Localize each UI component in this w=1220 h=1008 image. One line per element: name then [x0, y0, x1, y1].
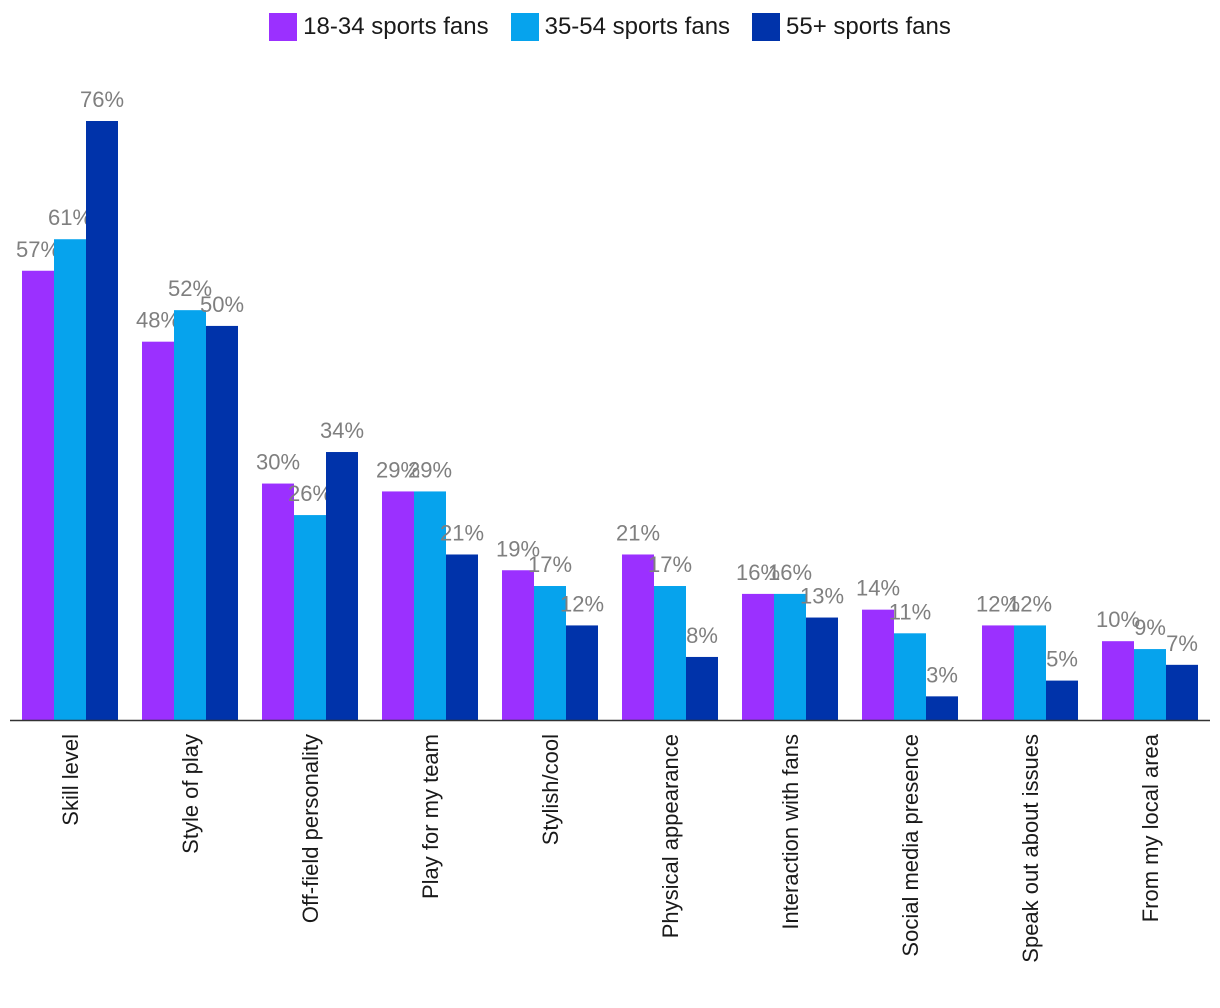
- legend-swatch-18-34: [269, 13, 298, 41]
- bar-speak-out-about-issues-series-1: [982, 625, 1014, 720]
- tick-label-stylish-cool: Stylish/cool: [538, 734, 563, 845]
- value-label-social-media-presence-series-2: 11%: [889, 599, 931, 624]
- tick-label-interaction-with-fans: Interaction with fans: [778, 734, 803, 930]
- bar-skill-level-series-3: [86, 121, 118, 720]
- value-label-skill-level-series-1: 57%: [16, 237, 60, 262]
- legend-label-35-54: 35-54 sports fans: [544, 13, 731, 40]
- value-label-off-field-personality-series-3: 34%: [320, 418, 364, 443]
- bar-from-my-local-area-series-1: [1102, 641, 1134, 720]
- value-label-stylish-cool-series-1: 19%: [496, 536, 540, 561]
- value-label-style-of-play-series-2: 52%: [168, 276, 212, 301]
- bar-off-field-personality-series-2: [294, 515, 326, 720]
- value-label-style-of-play-series-1: 48%: [136, 308, 180, 333]
- value-label-interaction-with-fans-series-3: 13%: [800, 584, 844, 609]
- tick-label-off-field-personality: Off-field personality: [298, 734, 323, 923]
- legend-label-55-plus: 55+ sports fans: [786, 13, 951, 40]
- value-label-physical-appearance-series-1: 21%: [616, 520, 660, 545]
- value-label-play-for-my-team-series-2: 29%: [408, 457, 452, 482]
- value-label-speak-out-about-issues-series-3: 5%: [1046, 647, 1078, 672]
- value-label-play-for-my-team-series-3: 21%: [440, 520, 484, 545]
- tick-label-physical-appearance: Physical appearance: [658, 734, 683, 938]
- bar-interaction-with-fans-series-1: [742, 593, 774, 720]
- bar-social-media-presence-series-2: [894, 633, 926, 720]
- value-label-from-my-local-area-series-2: 9%: [1134, 615, 1166, 640]
- bar-interaction-with-fans-series-3: [806, 617, 838, 720]
- legend-item-35-54: 35-54 sports fans: [510, 13, 731, 41]
- bar-social-media-presence-series-1: [862, 609, 894, 720]
- value-label-speak-out-about-issues-series-2: 12%: [1008, 591, 1052, 616]
- value-label-stylish-cool-series-3: 12%: [560, 591, 604, 616]
- value-label-interaction-with-fans-series-2: 16%: [768, 560, 812, 585]
- legend-item-55-plus: 55+ sports fans: [752, 13, 951, 41]
- value-label-stylish-cool-series-2: 17%: [528, 552, 572, 577]
- legend-swatch-55-plus: [752, 13, 781, 41]
- tick-label-speak-out-about-issues: Speak out about issues: [1018, 734, 1043, 963]
- bar-style-of-play-series-2: [174, 310, 206, 720]
- bar-interaction-with-fans-series-2: [774, 593, 806, 720]
- tick-label-social-media-presence: Social media presence: [898, 734, 923, 957]
- chart-legend: 18-34 sports fans 35-54 sports fans 55+ …: [0, 10, 1220, 44]
- bar-from-my-local-area-series-2: [1134, 649, 1166, 720]
- bar-stylish-cool-series-3: [566, 625, 598, 720]
- value-label-from-my-local-area-series-3: 7%: [1166, 631, 1198, 656]
- bar-play-for-my-team-series-3: [446, 554, 478, 720]
- bar-play-for-my-team-series-1: [382, 491, 414, 720]
- value-label-from-my-local-area-series-1: 10%: [1096, 607, 1140, 632]
- value-label-play-for-my-team-series-1: 29%: [376, 457, 420, 482]
- bar-skill-level-series-1: [22, 270, 54, 720]
- value-label-speak-out-about-issues-series-1: 12%: [976, 591, 1020, 616]
- legend-swatch-35-54: [510, 13, 539, 41]
- value-label-social-media-presence-series-3: 3%: [926, 662, 958, 687]
- legend-item-18-34: 18-34 sports fans: [269, 13, 489, 41]
- value-label-off-field-personality-series-2: 26%: [288, 481, 332, 506]
- bar-off-field-personality-series-1: [262, 483, 294, 720]
- tick-label-play-for-my-team: Play for my team: [418, 734, 443, 899]
- bar-style-of-play-series-1: [142, 341, 174, 720]
- bar-speak-out-about-issues-series-2: [1014, 625, 1046, 720]
- value-label-skill-level-series-2: 61%: [48, 205, 92, 230]
- bar-physical-appearance-series-2: [654, 586, 686, 720]
- value-label-physical-appearance-series-2: 17%: [648, 552, 692, 577]
- tick-label-style-of-play: Style of play: [178, 734, 203, 854]
- bar-social-media-presence-series-3: [926, 696, 958, 720]
- legend-label-18-34: 18-34 sports fans: [303, 13, 489, 40]
- bar-stylish-cool-series-2: [534, 586, 566, 720]
- bar-from-my-local-area-series-3: [1166, 664, 1198, 720]
- bar-physical-appearance-series-1: [622, 554, 654, 720]
- bar-stylish-cool-series-1: [502, 570, 534, 720]
- bar-physical-appearance-series-3: [686, 656, 718, 720]
- bar-off-field-personality-series-3: [326, 452, 358, 720]
- bar-skill-level-series-2: [54, 239, 86, 720]
- bar-speak-out-about-issues-series-3: [1046, 680, 1078, 720]
- tick-label-from-my-local-area: From my local area: [1138, 733, 1163, 922]
- value-label-social-media-presence-series-1: 14%: [856, 576, 900, 601]
- value-label-interaction-with-fans-series-1: 16%: [736, 560, 780, 585]
- tick-label-skill-level: Skill level: [58, 734, 83, 826]
- value-label-style-of-play-series-3: 50%: [200, 292, 244, 317]
- value-label-skill-level-series-3: 76%: [80, 87, 124, 112]
- value-label-off-field-personality-series-1: 30%: [256, 450, 300, 475]
- bar-style-of-play-series-3: [206, 325, 238, 720]
- value-label-physical-appearance-series-3: 8%: [686, 623, 718, 648]
- bar-play-for-my-team-series-2: [414, 491, 446, 720]
